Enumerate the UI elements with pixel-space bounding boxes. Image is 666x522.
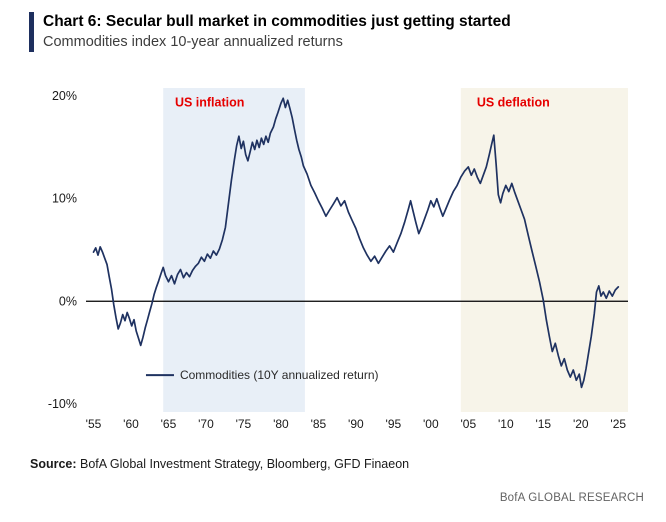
- commodities-line: [92, 97, 620, 389]
- chart-subtitle: Commodities index 10-year annualized ret…: [43, 34, 343, 51]
- x-tick-label: '95: [386, 417, 402, 430]
- chart-header: Chart 6: Secular bull market in commodit…: [29, 12, 650, 52]
- us-deflation-label: US deflation: [477, 95, 550, 109]
- x-tick-label: '20: [573, 417, 589, 430]
- y-tick-label: 10%: [52, 192, 77, 206]
- us-inflation-label: US inflation: [175, 95, 244, 109]
- x-tick-label: '70: [198, 417, 214, 430]
- y-tick-label: -10%: [48, 397, 77, 411]
- x-tick-label: '05: [461, 417, 477, 430]
- x-tick-label: '10: [498, 417, 514, 430]
- legend-label: Commodities (10Y annualized return): [180, 368, 379, 382]
- us-deflation-shading: [460, 88, 628, 412]
- source-label: Source:: [30, 457, 77, 471]
- us-inflation-shading: [163, 88, 305, 412]
- y-tick-label: 20%: [52, 89, 77, 103]
- bofa-global-research-brand: BofA GLOBAL RESEARCH: [499, 492, 644, 504]
- x-tick-label: '90: [348, 417, 364, 430]
- x-tick-label: '65: [161, 417, 177, 430]
- source-line: Source: BofA Global Investment Strategy,…: [30, 457, 409, 471]
- y-tick-label: 0%: [59, 294, 77, 308]
- chart-title: Chart 6: Secular bull market in commodit…: [43, 13, 511, 30]
- x-tick-label: '15: [535, 417, 551, 430]
- x-tick-label: '55: [86, 417, 102, 430]
- title-accent-bar: [29, 12, 34, 52]
- x-tick-label: '60: [123, 417, 139, 430]
- commodities-line-chart: 20% 10% 0% -10% '55 '60 '65 '70 '75 '80 '85 '90 '95 '…: [14, 78, 654, 431]
- title-block: Chart 6: Secular bull market in commodit…: [43, 12, 511, 52]
- x-tick-label: '85: [311, 417, 327, 430]
- source-text: BofA Global Investment Strategy, Bloombe…: [76, 457, 410, 471]
- x-tick-label: '00: [423, 417, 439, 430]
- x-tick-label: '25: [610, 417, 626, 430]
- x-tick-label: '80: [273, 417, 289, 430]
- chart-svg: 20% 10% 0% -10% '55 '60 '65 '70 '75 '80 '85 '90 '95 '…: [48, 88, 628, 431]
- x-tick-label: '75: [236, 417, 252, 430]
